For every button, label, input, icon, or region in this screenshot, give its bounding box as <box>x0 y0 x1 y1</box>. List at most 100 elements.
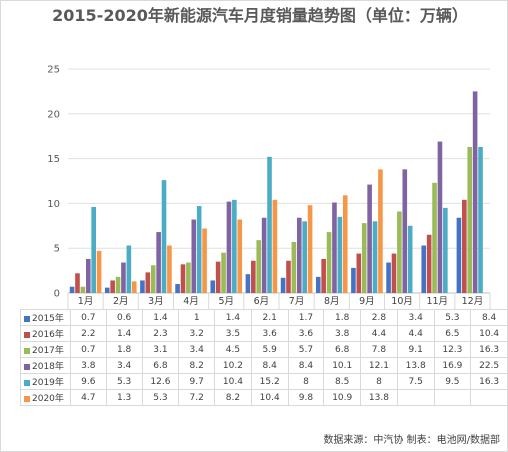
legend-label: 2018年 <box>32 362 64 372</box>
data-label: 3.6 <box>287 325 325 342</box>
data-label: 5.7 <box>287 341 325 358</box>
data-label: 3.5 <box>214 325 252 342</box>
bar-2020年-3月 <box>167 245 172 293</box>
data-label: 2.1 <box>250 309 289 326</box>
data-label: 9.7 <box>178 373 216 390</box>
bar-2018年-9月 <box>367 184 372 293</box>
bar-2015年-8月 <box>315 276 321 293</box>
data-label: 10.1 <box>323 357 362 374</box>
bar-2019年-10月 <box>407 225 413 293</box>
x-tick-label: 1月 <box>78 296 94 307</box>
legend-swatch <box>24 379 30 386</box>
bar-2015年-11月 <box>421 245 427 293</box>
bar-2019年-7月 <box>302 221 307 293</box>
bar-2016年-10月 <box>391 253 397 293</box>
bar-2016年-4月 <box>180 264 186 293</box>
bar-2016年-5月 <box>215 261 221 293</box>
bar-2017年-12月 <box>467 146 473 293</box>
data-label: 10.2 <box>214 357 252 374</box>
data-label: 1.3 <box>105 389 143 406</box>
data-label: 9.5 <box>433 373 472 390</box>
x-tick-label: 4月 <box>183 296 199 307</box>
data-label: 7.5 <box>396 373 435 390</box>
bar-2015年-7月 <box>280 277 286 293</box>
data-label: 4.4 <box>360 325 398 342</box>
y-tick-label: 5 <box>54 244 60 255</box>
bar-2019年-8月 <box>337 216 343 293</box>
data-label: 10.4 <box>470 325 508 342</box>
y-tick-label: 20 <box>47 109 60 120</box>
bar-2017年-11月 <box>432 182 437 293</box>
bar-2019年-2月 <box>126 245 132 293</box>
bar-2017年-5月 <box>221 252 226 293</box>
data-label: 8.5 <box>323 373 362 390</box>
data-label: 3.6 <box>250 325 289 342</box>
data-label: 5.3 <box>141 389 180 406</box>
data-label: 13.8 <box>396 357 435 374</box>
bar-2020年-1月 <box>96 250 102 293</box>
data-label: 5.3 <box>433 309 472 326</box>
bar-2017年-6月 <box>256 240 262 293</box>
bar-2017年-7月 <box>291 241 297 293</box>
bar-2020年-4月 <box>202 228 207 293</box>
data-label: 9.1 <box>396 341 435 358</box>
bar-2015年-9月 <box>351 267 356 293</box>
data-label: 12.1 <box>360 357 398 374</box>
bar-2020年-6月 <box>272 199 278 293</box>
data-label: 1.4 <box>105 325 143 342</box>
legend-label: 2020年 <box>32 394 64 404</box>
data-label: 1.8 <box>105 341 143 358</box>
data-label: 0.7 <box>69 309 107 326</box>
data-label: 16.3 <box>470 341 508 358</box>
x-tick-label: 3月 <box>148 296 164 307</box>
data-label: 7.2 <box>178 389 216 406</box>
data-label: 3.8 <box>323 325 362 342</box>
data-label: 2.2 <box>69 325 107 342</box>
bar-2020年-9月 <box>378 169 383 293</box>
data-label: 8.4 <box>287 357 325 374</box>
y-tick-label: 15 <box>47 154 60 165</box>
data-label: 8 <box>287 373 325 390</box>
data-label: 5.9 <box>250 341 289 358</box>
x-tick-label: 5月 <box>218 296 234 307</box>
data-label: 9.8 <box>287 389 325 406</box>
bar-2019年-1月 <box>91 206 96 293</box>
data-label: 6.8 <box>323 341 362 358</box>
data-source-note: 数据来源：中汽协 制表：电池网/数据部 <box>323 435 500 446</box>
data-label: 10.4 <box>250 389 289 406</box>
bar-2020年-7月 <box>307 205 313 293</box>
bar-2017年-4月 <box>186 262 191 293</box>
data-label: 0.7 <box>69 341 107 358</box>
bar-2019年-5月 <box>232 199 237 293</box>
data-label: 12.6 <box>141 373 180 390</box>
bar-2018年-8月 <box>332 202 337 293</box>
legend-entry: 2019年 <box>20 373 71 390</box>
bar-2016年-9月 <box>356 253 362 293</box>
data-label: 1.4 <box>141 309 180 326</box>
table-row: 2015年 0.7 0.6 1.4 1 1.4 2.1 1.7 1.8 2.8 3.4 5.3 8.4 <box>20 309 508 326</box>
bar-2016年-2月 <box>110 280 115 293</box>
data-label: 3.4 <box>178 341 216 358</box>
bar-2019年-12月 <box>478 146 483 293</box>
legend-swatch <box>24 347 30 354</box>
bar-2020年-5月 <box>237 219 243 293</box>
bar-2016年-8月 <box>321 258 326 293</box>
legend-swatch <box>24 363 30 370</box>
bar-2019年-9月 <box>372 221 378 293</box>
legend-entry: 2018年 <box>20 357 71 374</box>
data-label: 6.8 <box>141 357 180 374</box>
table-row: 2020年 4.7 1.3 5.3 7.2 8.2 10.4 9.8 10.9 13.8 <box>20 389 508 406</box>
data-label: 4.7 <box>69 389 107 406</box>
y-tick-label: 10 <box>47 199 60 210</box>
data-label: 8 <box>360 373 398 390</box>
data-label: 9.6 <box>69 373 107 390</box>
data-label: 12.3 <box>433 341 472 358</box>
legend-label: 2016年 <box>32 330 64 340</box>
bar-2018年-12月 <box>472 91 478 294</box>
bar-2015年-3月 <box>140 280 145 293</box>
data-label <box>396 389 435 406</box>
x-tick-label: 10月 <box>391 296 413 307</box>
table-row: 2018年 3.8 3.4 6.8 8.2 10.2 8.4 8.4 10.1 12.1 13.8 1… <box>20 357 508 374</box>
bar-2016年-6月 <box>251 260 256 293</box>
data-label: 16.9 <box>433 357 472 374</box>
